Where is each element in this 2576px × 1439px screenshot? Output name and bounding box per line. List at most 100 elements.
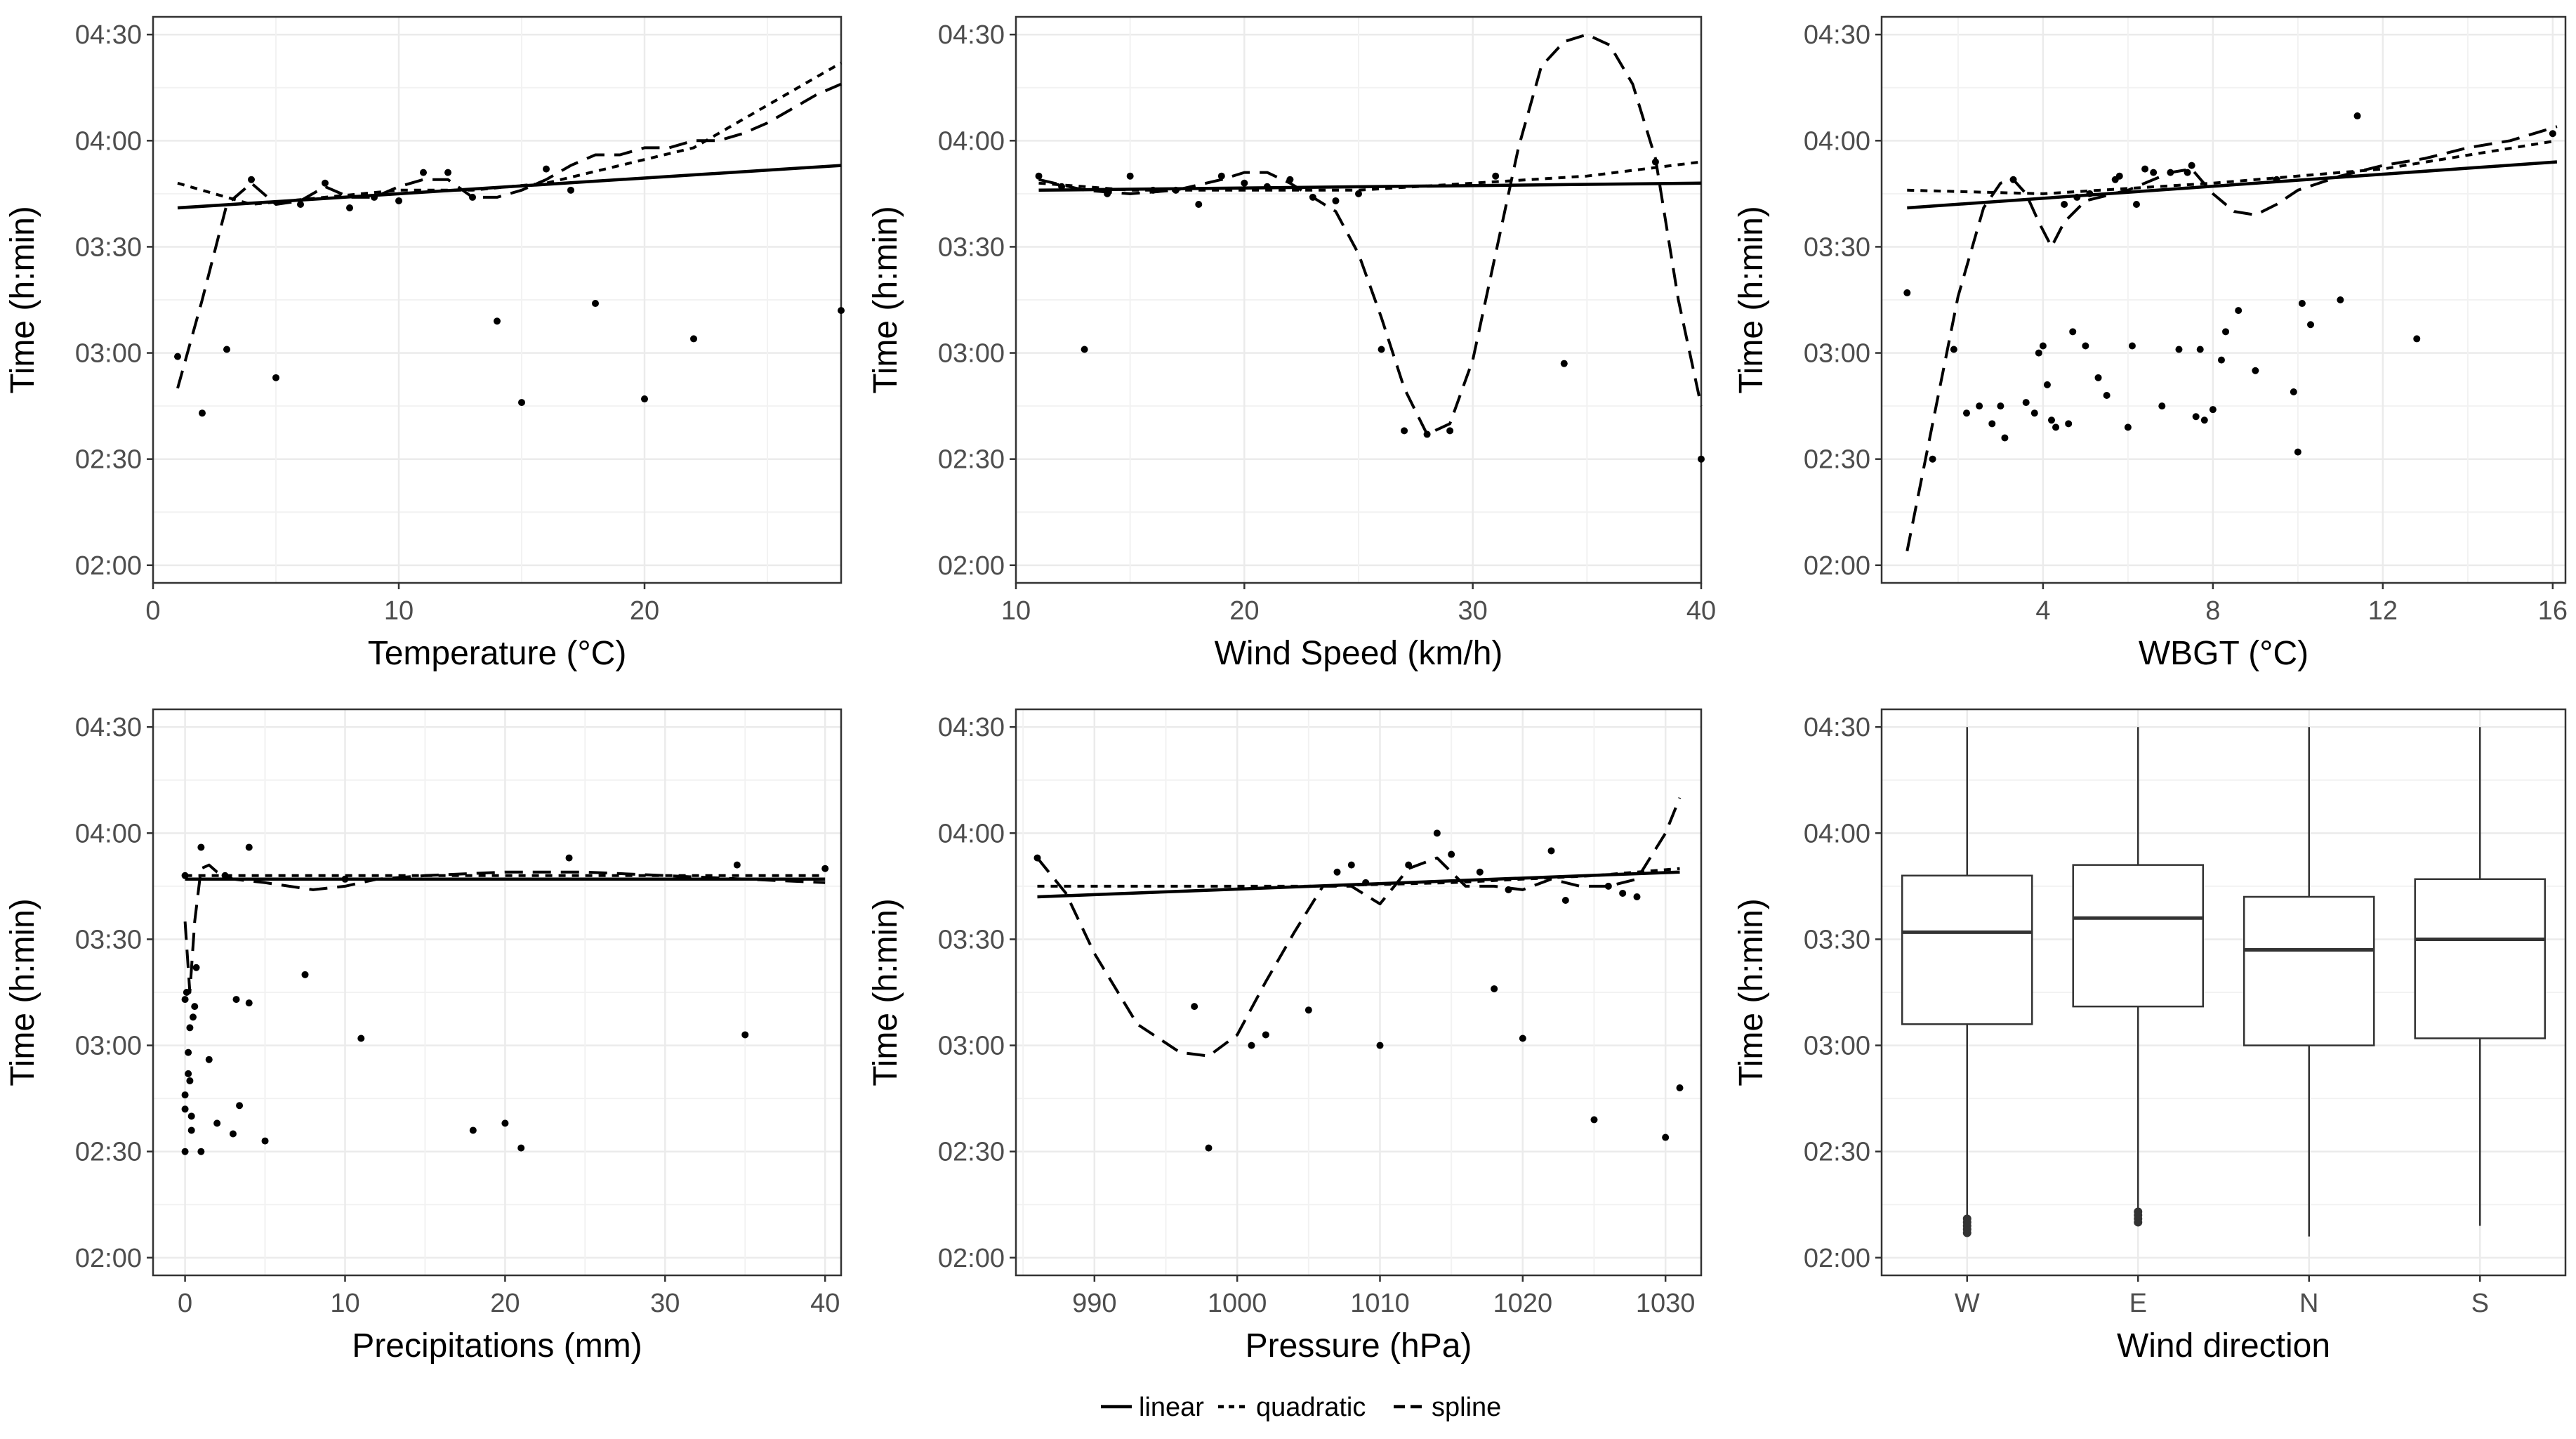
data-point bbox=[272, 374, 279, 381]
x-tick-label: 30 bbox=[1458, 596, 1488, 626]
data-point bbox=[2052, 423, 2060, 431]
data-point bbox=[2132, 200, 2140, 208]
fit-line-spline bbox=[176, 82, 842, 389]
x-tick-label: 10 bbox=[330, 1289, 359, 1318]
y-tick-label: 03:00 bbox=[1804, 339, 1870, 369]
data-point bbox=[181, 1105, 189, 1113]
data-point bbox=[199, 409, 206, 417]
y-tick-label: 02:00 bbox=[75, 551, 142, 581]
data-point bbox=[322, 179, 329, 187]
data-point bbox=[2158, 402, 2166, 410]
box-E bbox=[2072, 727, 2205, 1227]
y-axis-title: Time (h:min) bbox=[867, 898, 904, 1086]
data-point bbox=[174, 353, 181, 360]
x-tick-label: 12 bbox=[2368, 596, 2398, 626]
y-tick-label: 03:00 bbox=[1804, 1032, 1870, 1061]
x-tick-label: 10 bbox=[1001, 596, 1031, 626]
data-point bbox=[2200, 416, 2208, 424]
y-tick-label: 04:30 bbox=[75, 713, 142, 742]
fit-line-quadratic bbox=[1037, 867, 1680, 888]
x-tick-label: 1000 bbox=[1208, 1289, 1267, 1318]
data-point bbox=[2188, 162, 2195, 169]
y-tick-label: 03:00 bbox=[75, 1032, 142, 1061]
data-points bbox=[174, 165, 845, 417]
box-W bbox=[1901, 727, 2033, 1237]
panel-pressure: 02:00 02:30 03:00 03:30 04:00 04:30 990 1000 101… bbox=[867, 708, 1703, 1365]
data-point bbox=[395, 197, 402, 204]
panel-border bbox=[152, 708, 843, 1277]
y-tick-label: 04:00 bbox=[75, 819, 142, 848]
x-tick-label: 20 bbox=[490, 1289, 520, 1318]
data-point bbox=[1081, 346, 1088, 353]
data-point bbox=[838, 307, 845, 315]
data-point bbox=[1355, 190, 1362, 197]
fit-line-quadratic bbox=[1038, 160, 1702, 192]
panel-border bbox=[1015, 708, 1703, 1277]
data-point bbox=[346, 204, 353, 212]
y-tick-label: 04:30 bbox=[1804, 20, 1870, 50]
panel-border bbox=[1880, 708, 2567, 1277]
data-point bbox=[185, 1049, 192, 1056]
box-N bbox=[2243, 727, 2375, 1237]
y-tick-label: 04:00 bbox=[75, 126, 142, 156]
data-point bbox=[197, 843, 205, 851]
data-point bbox=[2222, 328, 2230, 336]
data-point bbox=[261, 1137, 269, 1145]
data-point bbox=[213, 1119, 221, 1127]
x-tick-label: 1030 bbox=[1636, 1289, 1696, 1318]
data-point bbox=[2115, 172, 2123, 180]
panel-wind-direction: 02:00 02:30 03:00 03:30 04:00 04:30 W E N S Wind d… bbox=[1733, 708, 2567, 1365]
x-tick-label: 1020 bbox=[1493, 1289, 1553, 1318]
data-point bbox=[186, 1024, 194, 1032]
data-point bbox=[1976, 402, 1983, 410]
x-tick-label: 40 bbox=[810, 1289, 840, 1318]
x-axis-title: Temperature (°C) bbox=[368, 635, 627, 672]
data-point bbox=[205, 1056, 213, 1063]
data-point bbox=[197, 1148, 205, 1155]
data-point bbox=[1962, 409, 1970, 417]
y-tick-label: 02:00 bbox=[75, 1244, 142, 1273]
data-point bbox=[245, 999, 253, 1007]
legend-label-linear: linear bbox=[1139, 1393, 1204, 1422]
data-point bbox=[1604, 882, 1612, 890]
legend-label-spline: spline bbox=[1432, 1393, 1501, 1422]
data-point bbox=[1304, 1006, 1312, 1014]
fit-line-linear bbox=[1907, 160, 2558, 210]
data-point bbox=[192, 964, 200, 971]
data-point bbox=[1633, 893, 1641, 900]
data-point bbox=[1191, 1003, 1198, 1011]
x-axis-title: Wind direction bbox=[2117, 1327, 2330, 1365]
x-tick-label: W bbox=[1955, 1289, 1980, 1318]
data-point bbox=[1378, 346, 1385, 353]
data-point bbox=[2413, 335, 2421, 343]
x-tick-label: 0 bbox=[178, 1289, 192, 1318]
y-tick-label: 02:00 bbox=[1804, 551, 1870, 581]
y-tick-label: 02:30 bbox=[75, 1138, 142, 1167]
box-iqr bbox=[2072, 864, 2205, 1008]
x-tick-label: 990 bbox=[1072, 1289, 1116, 1318]
data-points bbox=[1903, 112, 2556, 463]
y-tick-label: 04:00 bbox=[1804, 126, 1870, 156]
y-tick-label: 02:30 bbox=[75, 445, 142, 475]
panel-border bbox=[152, 15, 843, 584]
data-point bbox=[543, 165, 550, 173]
data-point bbox=[186, 1077, 194, 1084]
box-iqr bbox=[1901, 874, 2033, 1025]
data-point bbox=[187, 1126, 195, 1134]
data-point bbox=[2141, 165, 2149, 173]
x-axis-title: WBGT (°C) bbox=[2139, 635, 2309, 672]
data-point bbox=[501, 1119, 509, 1127]
data-point bbox=[1698, 455, 1705, 463]
fit-line-spline bbox=[1036, 797, 1682, 1058]
data-point bbox=[1676, 1084, 1684, 1092]
data-point bbox=[821, 865, 829, 872]
x-tick-label: 30 bbox=[650, 1289, 680, 1318]
y-tick-label: 02:00 bbox=[938, 1244, 1005, 1273]
y-tick-label: 02:30 bbox=[938, 445, 1005, 475]
data-point bbox=[444, 169, 451, 176]
y-tick-label: 04:30 bbox=[1804, 713, 1870, 742]
x-tick-label: 4 bbox=[2035, 596, 2050, 626]
data-point bbox=[2047, 416, 2055, 424]
data-point bbox=[2065, 420, 2073, 428]
data-point bbox=[1205, 1144, 1213, 1152]
